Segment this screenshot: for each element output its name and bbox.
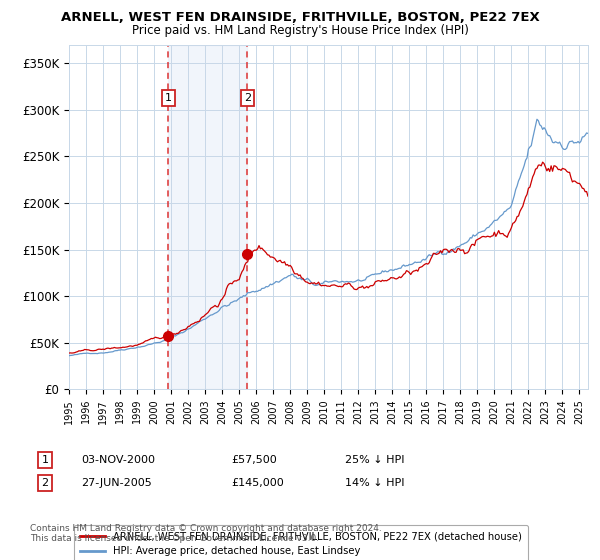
Text: 03-NOV-2000: 03-NOV-2000 [81, 455, 155, 465]
Legend: ARNELL, WEST FEN DRAINSIDE, FRITHVILLE, BOSTON, PE22 7EX (detached house), HPI: : ARNELL, WEST FEN DRAINSIDE, FRITHVILLE, … [74, 525, 528, 560]
Text: Contains HM Land Registry data © Crown copyright and database right 2024.: Contains HM Land Registry data © Crown c… [30, 524, 382, 533]
Text: 25% ↓ HPI: 25% ↓ HPI [345, 455, 404, 465]
Text: £145,000: £145,000 [231, 478, 284, 488]
Text: 1: 1 [41, 455, 49, 465]
Text: This data is licensed under the Open Government Licence v3.0.: This data is licensed under the Open Gov… [30, 534, 319, 543]
Text: 2: 2 [41, 478, 49, 488]
Text: 27-JUN-2005: 27-JUN-2005 [81, 478, 152, 488]
Text: 2: 2 [244, 93, 251, 103]
Bar [169, 45, 247, 389]
Text: Price paid vs. HM Land Registry's House Price Index (HPI): Price paid vs. HM Land Registry's House … [131, 24, 469, 36]
Text: £57,500: £57,500 [231, 455, 277, 465]
Text: ARNELL, WEST FEN DRAINSIDE, FRITHVILLE, BOSTON, PE22 7EX: ARNELL, WEST FEN DRAINSIDE, FRITHVILLE, … [61, 11, 539, 24]
Text: 1: 1 [165, 93, 172, 103]
Text: 14% ↓ HPI: 14% ↓ HPI [345, 478, 404, 488]
